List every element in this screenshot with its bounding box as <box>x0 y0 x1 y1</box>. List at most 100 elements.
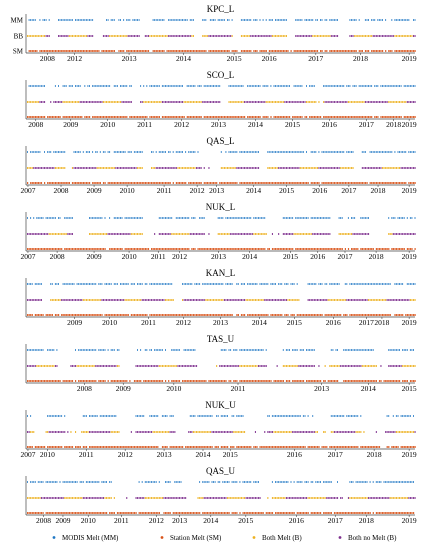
sm-point <box>194 446 196 448</box>
mm-point <box>399 349 400 351</box>
bb-point <box>90 167 92 169</box>
bb-point <box>239 101 241 103</box>
sm-point <box>36 512 38 514</box>
bb-point <box>206 299 208 301</box>
mm-point <box>307 349 309 351</box>
sm-point <box>87 50 89 52</box>
mm-point <box>323 151 325 153</box>
sm-point <box>388 314 390 316</box>
sm-point <box>44 446 46 448</box>
bb-point <box>341 167 343 169</box>
sm-point <box>132 50 134 52</box>
mm-point <box>326 85 328 87</box>
mm-point <box>253 19 255 21</box>
bb-point <box>213 101 215 103</box>
bb-point <box>59 431 61 433</box>
bb-point <box>413 167 415 169</box>
sm-point <box>188 50 190 52</box>
mm-point <box>33 349 35 351</box>
bb-point <box>141 365 143 367</box>
bb-point <box>79 497 81 499</box>
mm-point <box>33 217 35 219</box>
bb-point <box>275 431 277 433</box>
bb-point <box>275 497 277 499</box>
mm-point <box>406 415 408 417</box>
bb-point <box>75 431 77 433</box>
mm-point <box>256 19 258 21</box>
sm-point <box>110 380 112 382</box>
x-tick-label: 2010 <box>166 384 181 393</box>
bb-point <box>45 365 47 367</box>
sm-point <box>377 182 379 184</box>
bb-point <box>414 35 416 37</box>
bb-point <box>225 431 227 433</box>
sm-point <box>98 50 100 52</box>
sm-point <box>405 50 407 52</box>
sm-point <box>175 380 177 382</box>
sm-point <box>341 446 343 448</box>
bb-point <box>82 167 84 169</box>
bb-point <box>354 431 356 433</box>
mm-point <box>360 349 362 351</box>
bb-point <box>124 167 126 169</box>
sm-point <box>405 446 407 448</box>
sm-point <box>175 248 177 250</box>
sm-point <box>115 314 117 316</box>
bb-point <box>268 101 270 103</box>
mm-point <box>174 481 176 483</box>
mm-point <box>109 415 111 417</box>
sm-point <box>92 512 94 514</box>
mm-point <box>329 85 331 87</box>
sm-point <box>85 248 88 250</box>
mm-point <box>354 217 356 219</box>
bb-point <box>166 299 168 301</box>
bb-point <box>357 365 359 367</box>
bb-point <box>73 101 75 103</box>
sm-point <box>273 116 275 118</box>
bb-point <box>230 299 232 301</box>
bb-point <box>133 233 135 235</box>
sm-point <box>222 248 224 250</box>
mm-point <box>245 481 247 483</box>
sm-point <box>68 248 70 250</box>
sm-point <box>256 314 258 316</box>
mm-point <box>126 19 128 21</box>
sm-point <box>155 248 157 250</box>
sm-point <box>33 248 35 250</box>
mm-point <box>81 19 83 21</box>
bb-point <box>189 431 191 433</box>
bb-point <box>165 233 167 235</box>
bb-point <box>177 365 179 367</box>
sm-point <box>312 380 314 382</box>
mm-point <box>70 283 72 285</box>
mm-point <box>337 283 338 285</box>
bb-point <box>203 35 205 37</box>
sm-point <box>247 314 249 316</box>
sm-point <box>70 116 72 118</box>
sm-point <box>329 446 331 448</box>
bb-point <box>92 233 94 235</box>
bb-point <box>115 431 117 433</box>
bb-point <box>364 35 366 37</box>
mm-point <box>174 349 176 351</box>
bb-point <box>219 497 221 499</box>
bb-point <box>374 35 376 37</box>
sm-point <box>306 512 308 514</box>
mm-point <box>324 85 326 87</box>
mm-point <box>228 151 230 153</box>
mm-point <box>253 283 255 285</box>
bb-point <box>132 299 134 301</box>
sm-point <box>329 314 331 316</box>
bb-point <box>44 365 46 367</box>
sm-point <box>315 116 317 118</box>
bb-point <box>155 365 157 367</box>
sm-point <box>233 380 235 382</box>
sm-point <box>386 182 388 184</box>
mm-point <box>309 349 311 351</box>
mm-point <box>298 85 300 87</box>
bb-point <box>236 365 238 367</box>
sm-point <box>120 50 122 52</box>
mm-point <box>399 217 400 219</box>
sm-point <box>323 116 325 118</box>
sm-point <box>95 50 97 52</box>
